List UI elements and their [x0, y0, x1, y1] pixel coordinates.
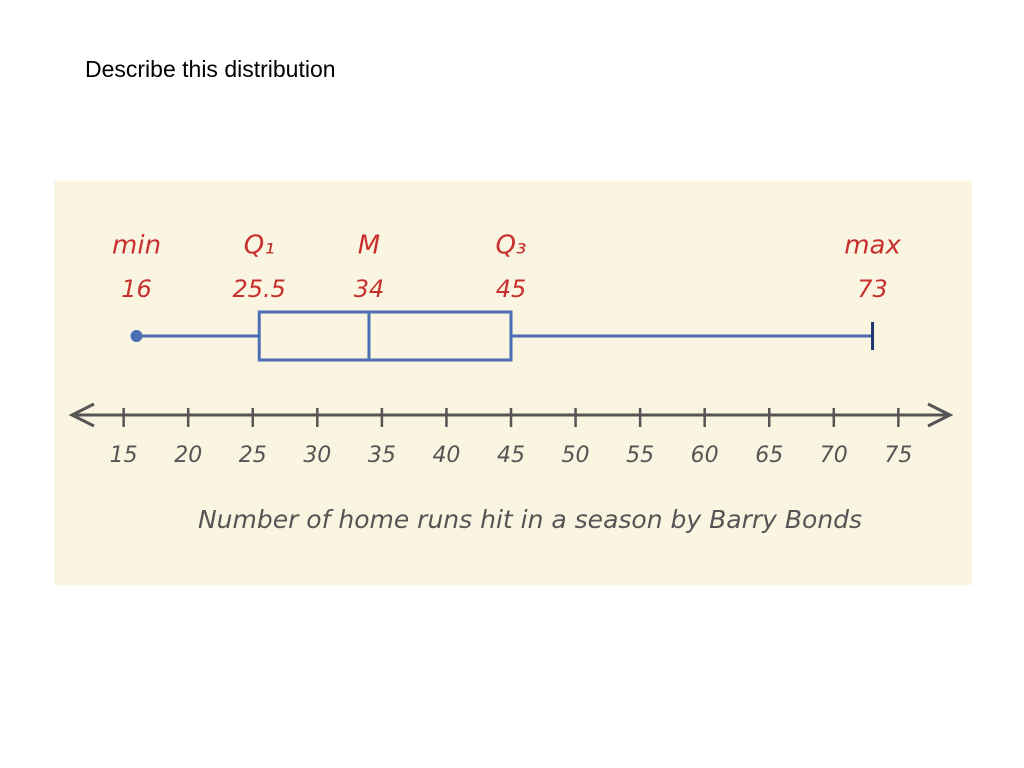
x-tick-label: 35	[368, 443, 396, 468]
x-tick-label: 50	[562, 443, 590, 468]
x-tick-label: 75	[884, 443, 912, 468]
stat-name: Q₃	[496, 231, 527, 261]
value-label: 45	[496, 275, 527, 303]
value-label: 16	[121, 275, 152, 303]
value-label: 34	[354, 275, 385, 303]
x-axis-label: Number of home runs hit in a season by B…	[198, 505, 862, 534]
x-tick-label: 45	[497, 443, 525, 468]
heading: Describe this distribution	[85, 56, 336, 82]
x-tick-label: 40	[432, 443, 460, 468]
stat-name: min	[112, 231, 161, 261]
x-tick-label: 20	[174, 443, 202, 468]
x-tick-label: 60	[691, 443, 719, 468]
x-tick-label: 65	[755, 443, 783, 468]
x-tick-label: 70	[820, 443, 848, 468]
stat-name: M	[358, 231, 380, 261]
stat-name: max	[844, 231, 901, 261]
x-tick-label: 15	[110, 443, 138, 468]
min-dot	[130, 330, 143, 342]
value-label: 25.5	[233, 275, 286, 303]
stat-name: Q₁	[244, 231, 275, 261]
panel	[54, 181, 972, 585]
box	[257, 310, 513, 362]
value-label: 73	[857, 275, 888, 303]
x-tick-label: 55	[626, 443, 654, 468]
x-tick-label: 30	[303, 443, 331, 468]
arrow-left	[68, 402, 95, 428]
x-tick-label: 25	[239, 443, 267, 468]
arrow-right	[927, 402, 954, 428]
